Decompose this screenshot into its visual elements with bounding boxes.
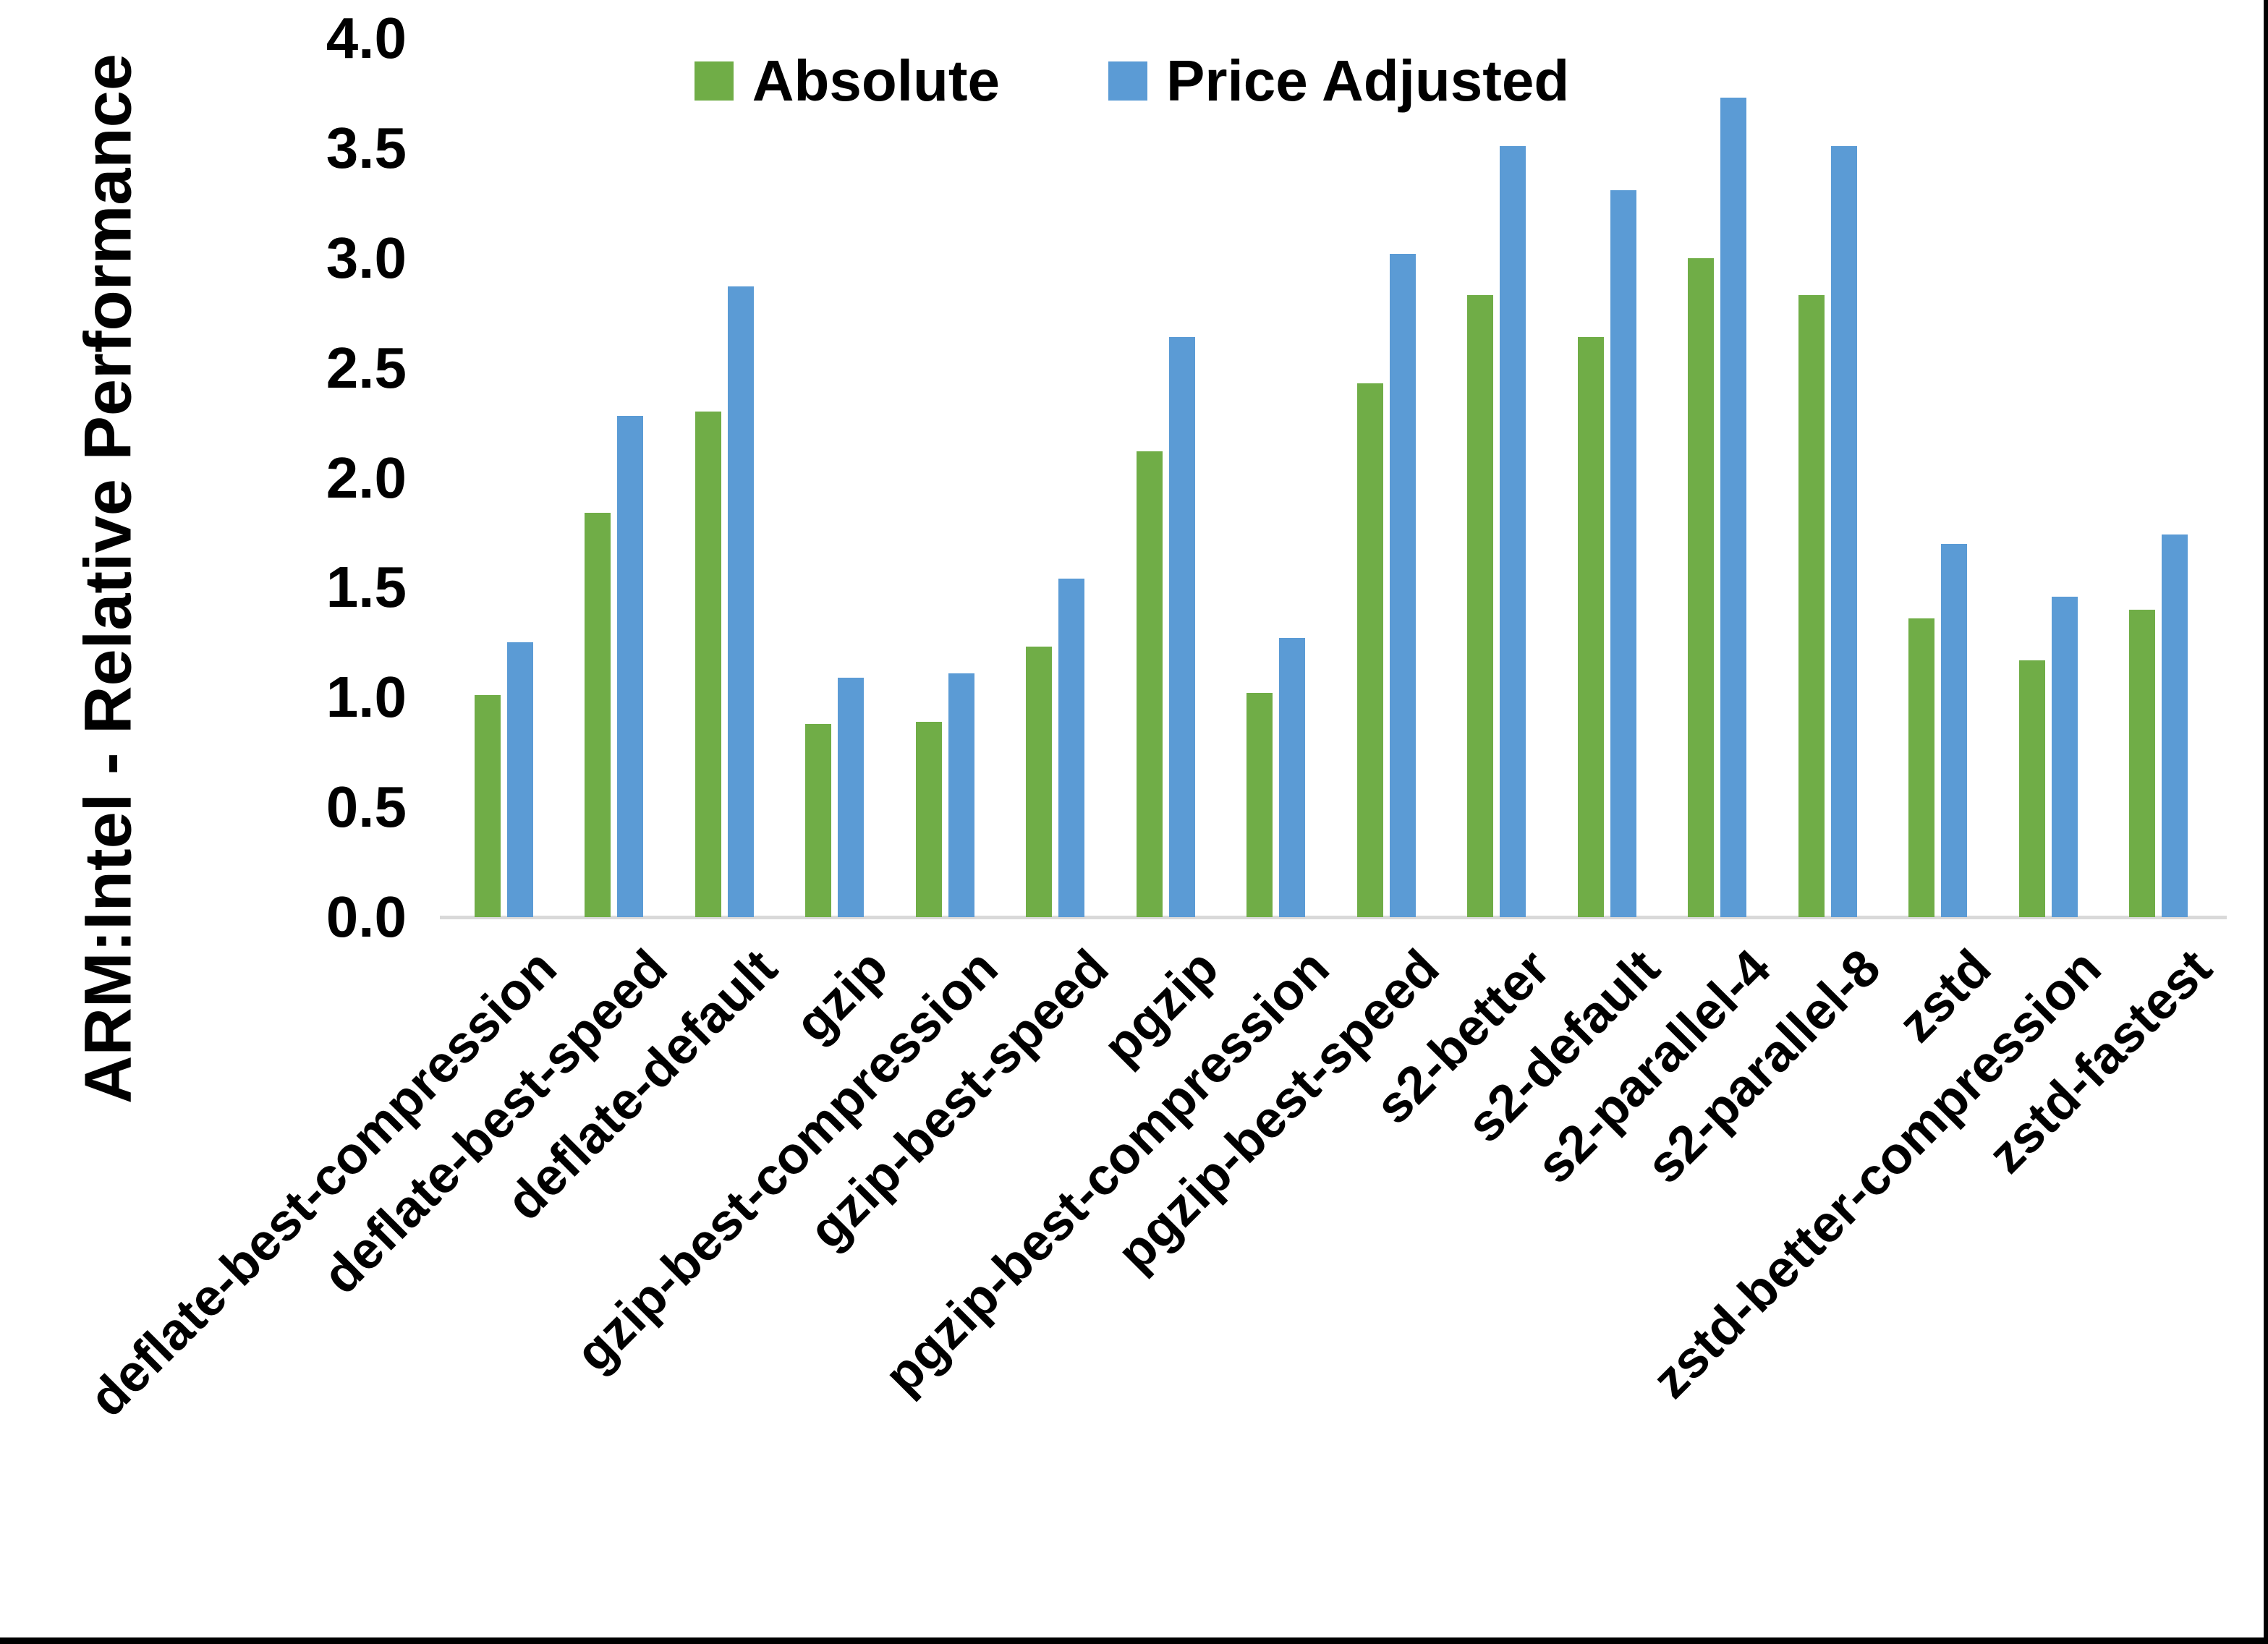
legend-label-price-adjusted: Price Adjusted [1166, 48, 1570, 113]
bar-price-adjusted-zstd-fastest [2162, 534, 2188, 917]
bar-absolute-gzip-best-speed [1026, 647, 1053, 917]
y-axis-ticks: 4.0 3.5 3.0 2.5 2.0 1.5 1.0 0.5 0.0 [0, 0, 407, 1637]
bar-absolute-s2-default [1577, 337, 1604, 917]
y-tick-1.0: 1.0 [326, 665, 407, 730]
bar-absolute-pgzip [1136, 451, 1163, 917]
y-tick-4.0: 4.0 [326, 6, 407, 70]
bar-absolute-gzip [805, 723, 832, 917]
bar-price-adjusted-zstd [1941, 543, 1968, 917]
bar-absolute-s2-parallel-4 [1688, 257, 1715, 917]
y-tick-2.0: 2.0 [326, 445, 407, 510]
y-tick-2.5: 2.5 [326, 335, 407, 400]
bar-price-adjusted-deflate-best-compression [506, 642, 533, 917]
bar-absolute-pgzip-best-compression [1246, 693, 1273, 917]
y-tick-0.0: 0.0 [326, 885, 407, 949]
bar-price-adjusted-s2-default [1610, 189, 1636, 917]
bar-price-adjusted-pgzip-best-compression [1279, 638, 1306, 917]
y-tick-3.5: 3.5 [326, 115, 407, 180]
x-label-deflate-best-compression: deflate-best-compression [78, 938, 568, 1428]
bar-absolute-zstd [1908, 618, 1935, 917]
legend-item-absolute: Absolute [694, 48, 1001, 113]
bar-price-adjusted-deflate-default [727, 286, 754, 917]
y-tick-1.5: 1.5 [326, 555, 407, 620]
legend-swatch-price-adjusted [1108, 61, 1148, 101]
bar-price-adjusted-s2-better [1500, 145, 1526, 917]
bar-price-adjusted-gzip-best-speed [1058, 579, 1085, 917]
y-tick-3.0: 3.0 [326, 225, 407, 290]
bar-price-adjusted-pgzip-best-speed [1389, 253, 1416, 917]
y-tick-0.5: 0.5 [326, 775, 407, 840]
x-axis-line [440, 916, 2227, 919]
bar-price-adjusted-s2-parallel-8 [1830, 145, 1857, 917]
bar-absolute-gzip-best-compression [915, 721, 942, 917]
bar-absolute-s2-parallel-8 [1798, 295, 1825, 917]
bar-absolute-deflate-best-compression [474, 695, 501, 917]
bar-price-adjusted-pgzip [1168, 337, 1195, 917]
bar-price-adjusted-deflate-best-speed [617, 416, 644, 917]
bar-absolute-zstd-fastest [2129, 609, 2156, 917]
bar-price-adjusted-gzip-best-compression [948, 673, 974, 917]
legend: Absolute Price Adjusted [0, 52, 2264, 110]
bar-absolute-pgzip-best-speed [1356, 383, 1383, 917]
bar-price-adjusted-s2-parallel-4 [1720, 98, 1747, 917]
bar-absolute-deflate-best-speed [585, 513, 611, 917]
bar-absolute-zstd-better-compression [2018, 660, 2045, 917]
legend-label-absolute: Absolute [752, 48, 1001, 113]
bar-price-adjusted-gzip [838, 677, 865, 917]
bar-absolute-s2-better [1467, 295, 1494, 917]
legend-item-price-adjusted: Price Adjusted [1108, 52, 1569, 110]
bar-price-adjusted-zstd-better-compression [2051, 596, 2078, 917]
bar-absolute-deflate-default [695, 412, 721, 917]
legend-swatch-absolute [694, 61, 734, 101]
